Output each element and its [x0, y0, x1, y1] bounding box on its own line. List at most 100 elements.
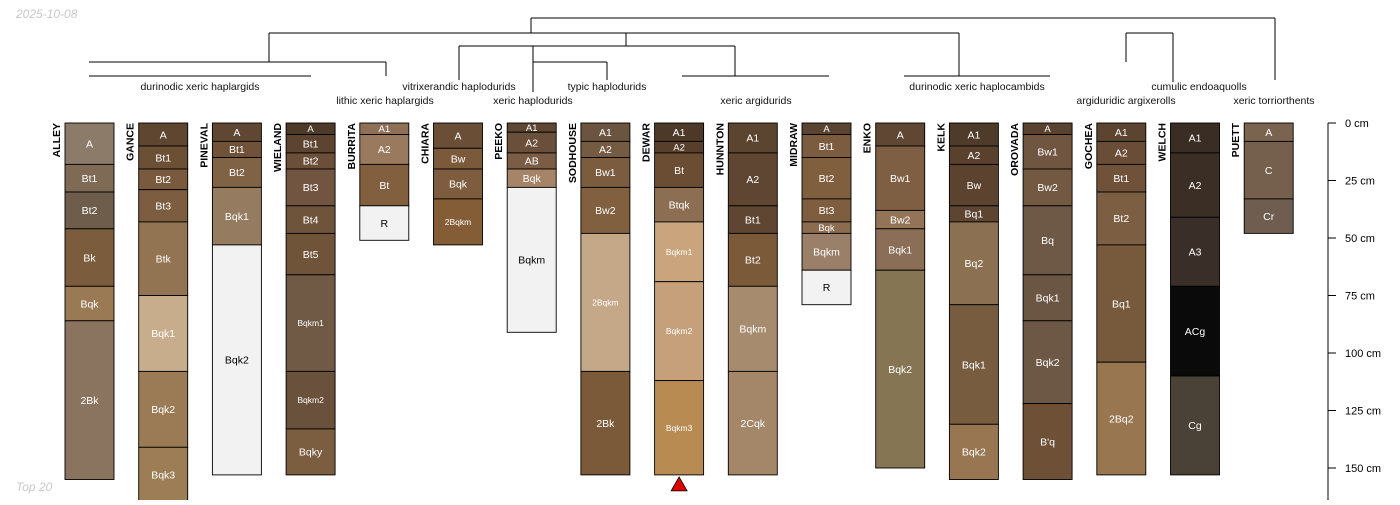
horizon-label: A2 — [1115, 148, 1128, 160]
horizon-label: Bq2 — [965, 258, 984, 270]
horizon-label: A — [454, 130, 461, 142]
horizon-label: A — [307, 124, 314, 135]
horizon-block — [580, 370, 631, 476]
profile-column: A Bw1 Bw2 Bq Bqk1 Bqk2 B'q OROVADA — [1009, 122, 1073, 480]
profile-name: GOCHEA — [1083, 123, 1095, 170]
horizon-label: Bqk1 — [962, 359, 986, 371]
footer-label: Top 20 — [16, 480, 53, 494]
horizon-label: Bt — [379, 180, 389, 192]
horizon-label: Bqkm2 — [297, 395, 324, 405]
axis-tick-label: 50 cm — [1345, 233, 1375, 245]
horizon-label: A — [823, 124, 830, 135]
horizon-label: 2Bqkm — [592, 297, 618, 307]
horizon-block — [580, 157, 631, 188]
horizon-block — [506, 186, 557, 333]
profile-name: PEEKO — [493, 123, 505, 160]
horizon-label: Bt1 — [1113, 173, 1129, 185]
horizon-label: Bqk1 — [888, 244, 912, 256]
horizon-label: Bqk2 — [151, 404, 175, 416]
taxonomy-labels: durinodic xeric haplargids lithic xeric … — [140, 81, 1314, 107]
profile-column: A Bw Bqk 2Bqkm CHIARA — [420, 122, 483, 246]
horizon-block — [654, 380, 705, 476]
profile-column: A Bt1 Bt2 Bt3 Btk Bqk1 Bqk2 Bqk3 GANCE — [125, 122, 189, 503]
axis-tick-label: 75 cm — [1345, 291, 1375, 303]
horizon-block — [727, 205, 778, 234]
horizon-label: 2Cqk — [741, 418, 766, 430]
horizon-label: Bt1 — [819, 141, 835, 153]
horizon-block — [1096, 163, 1147, 193]
taxon-label: vitrixerandic haplodurids — [402, 81, 515, 93]
horizon-label: Bt2 — [155, 174, 171, 186]
axis-tick-label: 100 cm — [1345, 348, 1381, 360]
profile-column: A1 A2 Bt Btqk Bqkm1 Bqkm2 Bqkm3 DEWAR — [641, 122, 705, 476]
horizon-block — [64, 163, 115, 193]
profile-name: ALLEY — [51, 123, 63, 157]
taxon-label: xeric argidurids — [720, 95, 791, 107]
axis-tick-label: 150 cm — [1345, 463, 1381, 475]
horizon-block — [1022, 320, 1073, 405]
horizon-block — [285, 428, 336, 476]
horizon-label: Bw — [451, 153, 466, 165]
horizon-block — [1243, 198, 1294, 234]
taxon-label: durinodic xeric haplargids — [140, 81, 259, 93]
horizon-label: B'q — [1040, 436, 1055, 448]
horizon-label: Bt1 — [745, 214, 761, 226]
horizon-block — [138, 221, 189, 296]
horizon-label: Bt2 — [1113, 213, 1129, 225]
taxon-label: lithic xeric haplargids — [336, 95, 433, 107]
horizon-label: A2 — [967, 150, 980, 162]
horizon-label: Bqky — [299, 447, 323, 459]
horizon-block — [801, 269, 852, 306]
horizon-label: A — [233, 127, 240, 139]
horizon-block — [1243, 140, 1294, 200]
profile-name: HUNNTON — [714, 123, 726, 175]
horizon-label: A1 — [1189, 133, 1202, 145]
horizon-label: Bqk — [449, 179, 468, 191]
horizon-label: Bt4 — [303, 214, 319, 226]
horizon-block — [64, 320, 115, 480]
highlight-marker-icon — [670, 476, 688, 492]
horizon-label: Cr — [1263, 211, 1275, 223]
horizon-block — [64, 228, 115, 287]
horizon-block — [433, 122, 483, 149]
horizon-block — [211, 244, 262, 476]
horizon-block — [433, 198, 483, 246]
horizon-block — [138, 370, 189, 448]
axis-tick-label: 25 cm — [1345, 176, 1375, 188]
horizon-label: Bw2 — [1037, 182, 1058, 194]
horizon-label: A1 — [599, 127, 612, 139]
horizon-label: Bk — [83, 252, 96, 264]
horizon-label: Bqkm — [813, 247, 840, 259]
profile-column: A1 A2 Bt1 Bt2 Bqkm 2Cqk HUNNTON — [714, 122, 778, 476]
horizon-label: Bqkm2 — [666, 326, 693, 336]
horizon-label: A — [160, 129, 167, 141]
horizon-label: A2 — [525, 137, 538, 149]
horizon-block — [1170, 216, 1220, 287]
profile-name: ENKO — [862, 123, 874, 153]
horizon-label: R — [823, 282, 831, 294]
horizon-label: 2Bq2 — [1109, 413, 1134, 425]
horizon-label: Bqkm1 — [666, 247, 693, 257]
horizon-label: Bqk — [80, 298, 99, 310]
horizon-label: A — [86, 138, 93, 150]
profile-name: OROVADA — [1009, 123, 1021, 176]
profile-column: A Bt1 Bt2 Bqk1 Bqk2 PINEVAL — [198, 122, 262, 476]
horizon-block — [948, 423, 999, 480]
horizon-label: AB — [525, 156, 539, 168]
horizon-label: A1 — [746, 133, 759, 145]
horizon-block — [1022, 274, 1073, 322]
horizon-block — [359, 205, 410, 241]
horizon-block — [211, 157, 262, 188]
horizon-block — [727, 285, 778, 372]
horizon-block — [1096, 191, 1147, 246]
horizon-block — [875, 145, 926, 211]
horizon-label: Bt2 — [229, 167, 245, 179]
profile-column: A1 A2 Bt1 Bt2 Bq1 2Bq2 GOCHEA — [1083, 122, 1147, 476]
profile-name: GANCE — [125, 123, 137, 161]
horizon-block — [1022, 403, 1073, 480]
horizon-block — [948, 163, 999, 207]
profile-name: CHIARA — [420, 123, 432, 164]
horizon-block — [1170, 375, 1220, 476]
horizon-label: 2Bk — [596, 418, 615, 430]
